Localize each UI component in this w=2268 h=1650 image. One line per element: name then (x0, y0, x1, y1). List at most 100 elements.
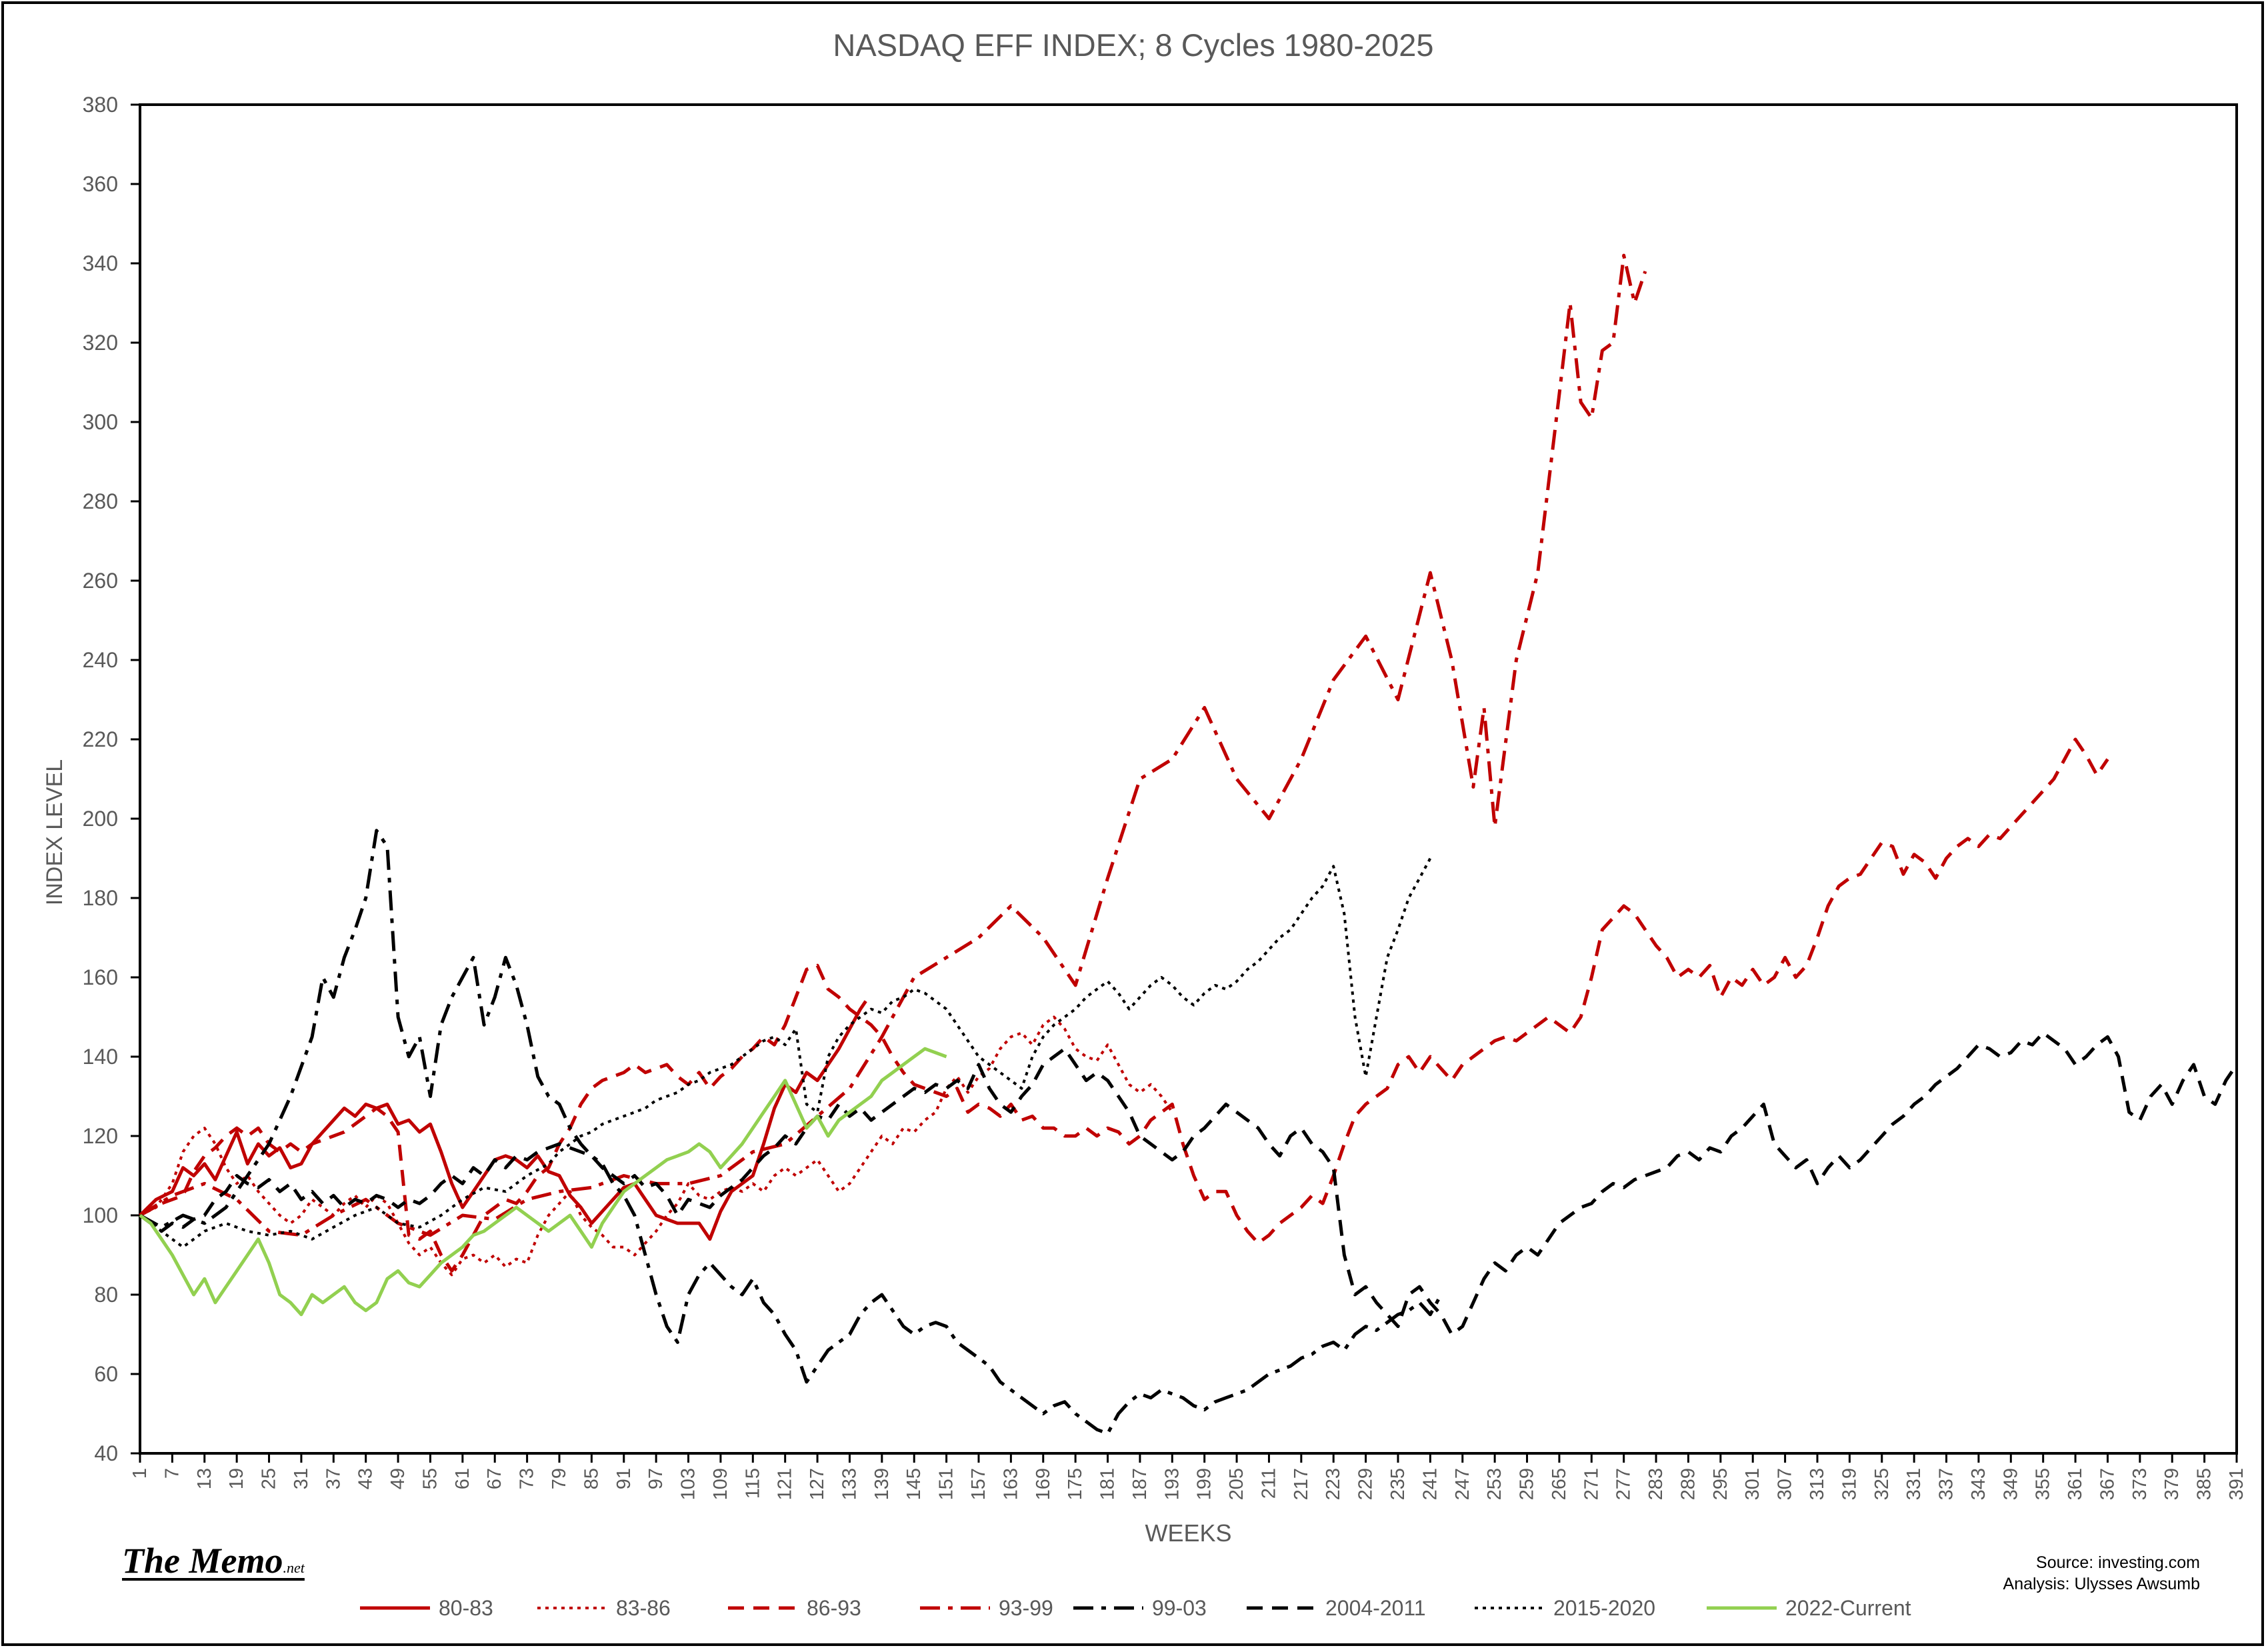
x-tick-label: 181 (1097, 1468, 1119, 1500)
x-tick-label: 121 (775, 1468, 796, 1500)
x-tick-label: 49 (387, 1468, 409, 1489)
x-tick-label: 97 (645, 1468, 667, 1489)
x-tick-label: 217 (1291, 1468, 1312, 1500)
x-tick-label: 91 (613, 1468, 635, 1489)
series-line-5 (139, 1031, 2239, 1336)
x-tick-label: 43 (355, 1468, 377, 1489)
y-tick-label: 360 (83, 172, 118, 196)
legend-label-7: 2022-Current (1785, 1596, 1911, 1620)
x-tick-label: 103 (678, 1468, 699, 1500)
x-tick-label: 385 (2194, 1468, 2215, 1500)
x-tick-label: 13 (194, 1468, 215, 1489)
brand-suffix: .net (283, 1559, 305, 1576)
x-tick-label: 241 (1419, 1468, 1441, 1500)
x-tick-label: 55 (419, 1468, 441, 1489)
x-tick-label: 325 (1871, 1468, 1893, 1500)
y-tick-label: 200 (83, 807, 118, 831)
y-tick-label: 320 (83, 331, 118, 355)
chart-title: NASDAQ EFF INDEX; 8 Cycles 1980-2025 (833, 27, 1433, 63)
y-tick-label: 280 (83, 489, 118, 513)
x-tick-label: 109 (710, 1468, 731, 1500)
x-tick-label: 61 (452, 1468, 473, 1489)
x-tick-label: 319 (1839, 1468, 1860, 1500)
x-tick-label: 31 (291, 1468, 312, 1489)
x-tick-label: 235 (1387, 1468, 1409, 1500)
x-tick-label: 127 (807, 1468, 828, 1500)
x-tick-label: 331 (1903, 1468, 1925, 1500)
y-tick-label: 60 (94, 1362, 118, 1386)
x-tick-label: 223 (1323, 1468, 1344, 1500)
y-tick-label: 300 (83, 410, 118, 434)
x-tick-label: 367 (2097, 1468, 2118, 1500)
series-line-0 (139, 1000, 867, 1241)
x-tick-label: 265 (1549, 1468, 1570, 1500)
x-tick-label: 1 (129, 1468, 151, 1479)
x-tick-label: 157 (968, 1468, 989, 1500)
x-tick-label: 85 (581, 1468, 602, 1489)
x-tick-label: 205 (1226, 1468, 1247, 1500)
y-tick-label: 80 (94, 1283, 118, 1307)
x-tick-label: 37 (323, 1468, 344, 1489)
legend-label-6: 2015-2020 (1553, 1596, 1655, 1620)
x-tick-label: 187 (1129, 1468, 1151, 1500)
x-tick-label: 175 (1065, 1468, 1086, 1500)
legend-label-2: 86-93 (807, 1596, 861, 1620)
x-tick-label: 163 (1000, 1468, 1021, 1500)
x-axis-label: WEEKS (1145, 1519, 1231, 1547)
brand-name: The Memo (122, 1541, 283, 1581)
x-tick-label: 391 (2226, 1468, 2247, 1500)
x-tick-label: 277 (1613, 1468, 1635, 1500)
x-tick-label: 193 (1161, 1468, 1183, 1500)
x-tick-label: 139 (871, 1468, 893, 1500)
x-tick-label: 301 (1742, 1468, 1763, 1500)
x-tick-label: 361 (2065, 1468, 2086, 1500)
y-tick-label: 240 (83, 648, 118, 672)
series-line-2 (139, 737, 2109, 1273)
legend-label-4: 99-03 (1152, 1596, 1207, 1620)
x-tick-label: 283 (1645, 1468, 1667, 1500)
plot-area (139, 103, 2238, 1455)
y-axis-label: INDEX LEVEL (42, 759, 67, 905)
x-tick-label: 229 (1355, 1468, 1377, 1500)
y-tick-label: 120 (83, 1124, 118, 1148)
x-tick-label: 151 (936, 1468, 957, 1500)
x-tick-label: 79 (549, 1468, 570, 1489)
x-tick-label: 337 (1936, 1468, 1957, 1500)
x-tick-label: 349 (2000, 1468, 2021, 1500)
y-tick-label: 220 (83, 727, 118, 751)
x-tick-label: 379 (2161, 1468, 2183, 1500)
y-tick-label: 140 (83, 1045, 118, 1069)
y-tick-label: 340 (83, 251, 118, 275)
series-line-3 (139, 253, 1647, 1237)
legend-label-1: 83-86 (616, 1596, 671, 1620)
x-tick-label: 313 (1807, 1468, 1828, 1500)
source-line: Source: investing.com (2036, 1553, 2200, 1572)
series-line-6 (139, 857, 1432, 1249)
x-tick-label: 253 (1484, 1468, 1505, 1500)
y-tick-label: 40 (94, 1441, 118, 1465)
y-tick-label: 260 (83, 569, 118, 593)
x-tick-label: 289 (1677, 1468, 1699, 1500)
x-tick-label: 271 (1581, 1468, 1602, 1500)
x-tick-label: 307 (1775, 1468, 1796, 1500)
x-tick-label: 19 (226, 1468, 247, 1489)
x-tick-label: 211 (1258, 1468, 1279, 1499)
x-tick-label: 145 (903, 1468, 925, 1500)
analysis-line: Analysis: Ulysses Awsumb (2003, 1575, 2200, 1593)
series-line-4 (139, 829, 1443, 1435)
x-tick-label: 199 (1194, 1468, 1215, 1500)
legend-label-3: 93-99 (999, 1596, 1053, 1620)
series-line-7 (139, 1047, 947, 1317)
series-line-1 (139, 1015, 1173, 1277)
x-tick-label: 133 (839, 1468, 860, 1500)
legend-label-0: 80-83 (439, 1596, 493, 1620)
source-note: Source: investing.com Analysis: Ulysses … (2003, 1552, 2200, 1595)
x-tick-label: 373 (2129, 1468, 2151, 1500)
x-tick-label: 247 (1452, 1468, 1473, 1500)
y-tick-label: 180 (83, 886, 118, 910)
legend-label-5: 2004-2011 (1325, 1596, 1426, 1620)
x-tick-label: 73 (517, 1468, 538, 1489)
y-tick-label: 100 (83, 1203, 118, 1227)
